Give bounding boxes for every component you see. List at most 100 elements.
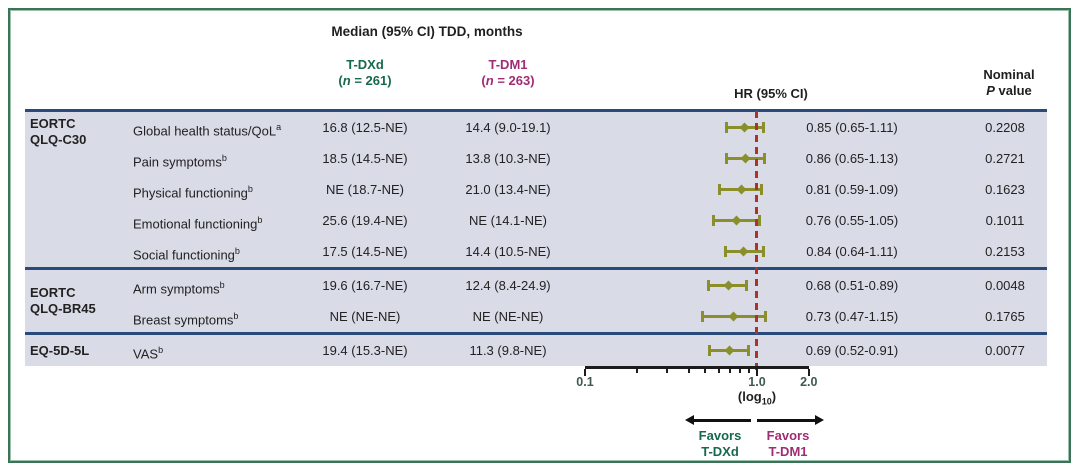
axis-tick	[729, 369, 732, 373]
row-tdxd-value: NE (NE-NE)	[329, 309, 401, 324]
ci-point-estimate	[736, 184, 747, 195]
row-scale-label: VASb	[133, 345, 164, 362]
row-p-value: 0.1011	[985, 213, 1025, 228]
axis-tick-label: 0.1	[576, 375, 594, 389]
favors-tdm1-line2: T-DM1	[768, 444, 808, 459]
ci-marker	[712, 215, 761, 226]
ci-cap-high	[764, 311, 768, 322]
row-tdm1-value: 11.3 (9.8-NE)	[469, 343, 547, 358]
row-scale-label: Breast symptomsb	[133, 311, 239, 328]
axis-tick	[807, 369, 810, 376]
favors-tdm1-line1: Favors	[766, 428, 810, 443]
row-tdm1-value: NE (NE-NE)	[472, 309, 544, 324]
column-header-hr: HR (95% CI)	[734, 86, 808, 101]
ci-point-estimate	[739, 122, 750, 133]
section-separator	[25, 332, 1047, 335]
favors-tdm1-arrow-icon	[815, 415, 824, 425]
tdxd-arm-name: T-DXd	[346, 57, 384, 72]
row-hr-value: 0.85 (0.65-1.11)	[806, 120, 898, 135]
row-p-value: 0.1623	[985, 182, 1025, 197]
row-p-value: 0.0077	[985, 343, 1025, 358]
ci-marker	[717, 184, 764, 195]
column-header-pvalue: Nominal P value	[939, 67, 1079, 99]
row-tdxd-value: 19.4 (15.3-NE)	[322, 343, 408, 358]
ci-cap-high	[761, 246, 765, 257]
favors-tdm1-arrow-shaft	[757, 419, 815, 422]
row-tdm1-value: 12.4 (8.4-24.9)	[465, 278, 551, 293]
table-top-rule	[25, 109, 1047, 112]
ci-cap-high	[761, 122, 765, 133]
row-hr-value: 0.76 (0.55-1.05)	[805, 213, 899, 228]
axis-tick	[687, 369, 690, 373]
row-tdxd-value: 17.5 (14.5-NE)	[322, 244, 408, 259]
ci-cap-low	[724, 153, 728, 164]
row-hr-value: 0.81 (0.59-1.09)	[805, 182, 899, 197]
group-label: EORTC QLQ-BR45	[30, 285, 96, 317]
axis-tick	[756, 369, 758, 376]
row-tdm1-value: 14.4 (9.0-19.1)	[465, 120, 551, 135]
ci-cap-low	[708, 345, 712, 356]
group-label-line: EQ-5D-5L	[30, 342, 90, 358]
row-p-value: 0.2721	[985, 151, 1025, 166]
group-label-line: QLQ-C30	[30, 132, 87, 147]
axis-scale-label: (log10)	[737, 389, 777, 407]
row-tdm1-value: 21.0 (13.4-NE)	[465, 182, 551, 197]
reference-line-hr1	[755, 111, 758, 371]
ci-cap-low	[700, 311, 704, 322]
favors-tdxd-label: Favors T-DXd	[686, 428, 754, 460]
favors-tdxd-arrow-shaft	[693, 419, 751, 422]
row-hr-value: 0.68 (0.51-0.89)	[805, 278, 899, 293]
ci-cap-low	[712, 215, 716, 226]
tdm1-arm-n: (n = 263)	[481, 73, 535, 88]
column-header-tdm1: T-DM1 (n = 263)	[433, 57, 583, 89]
column-header-tdxd: T-DXd (n = 261)	[290, 57, 440, 89]
axis-tick-label: 2.0	[800, 375, 818, 389]
axis-tick	[666, 369, 669, 373]
pvalue-header-line2: P value	[986, 83, 1032, 98]
axis-tick	[739, 369, 742, 373]
tdxd-arm-n: (n = 261)	[338, 73, 392, 88]
row-scale-label: Arm symptomsb	[133, 280, 225, 297]
group-label-line: EORTC	[30, 116, 76, 131]
row-tdm1-value: 13.8 (10.3-NE)	[465, 151, 551, 166]
section-separator	[25, 267, 1047, 270]
figure-title: Median (95% CI) TDD, months	[331, 24, 523, 39]
ci-point-estimate	[728, 311, 739, 322]
ci-marker	[708, 345, 750, 356]
row-tdxd-value: 25.6 (19.4-NE)	[322, 213, 408, 228]
row-tdxd-value: 18.5 (14.5-NE)	[322, 151, 408, 166]
ci-marker	[723, 246, 765, 257]
figure-frame	[8, 8, 1071, 463]
ci-marker	[724, 122, 765, 133]
row-tdm1-value: NE (14.1-NE)	[468, 213, 548, 228]
favors-tdm1-label: Favors T-DM1	[754, 428, 822, 460]
axis-tick	[584, 369, 586, 376]
row-hr-value: 0.86 (0.65-1.13)	[805, 151, 899, 166]
ci-cap-high	[763, 153, 767, 164]
ci-cap-low	[706, 280, 710, 291]
table-background	[25, 109, 1047, 366]
row-tdxd-value: 19.6 (16.7-NE)	[322, 278, 408, 293]
ci-cap-low	[724, 122, 728, 133]
row-p-value: 0.0048	[985, 278, 1025, 293]
row-p-value: 0.1765	[985, 309, 1025, 324]
row-scale-label: Social functioningb	[133, 246, 240, 263]
pvalue-header-line1: Nominal	[983, 67, 1035, 82]
axis-tick	[704, 369, 707, 373]
row-scale-label: Global health status/QoLa	[133, 122, 282, 139]
row-hr-value: 0.73 (0.47-1.15)	[805, 309, 899, 324]
ci-point-estimate	[724, 345, 735, 356]
hr-axis-line	[585, 366, 809, 369]
row-p-value: 0.2153	[985, 244, 1025, 259]
tdm1-arm-name: T-DM1	[488, 57, 528, 72]
row-scale-label: Physical functioningb	[133, 184, 253, 201]
row-tdm1-value: 14.4 (10.5-NE)	[465, 244, 551, 259]
favors-tdxd-line1: Favors	[698, 428, 742, 443]
favors-tdxd-arrow-icon	[685, 415, 694, 425]
group-label: EQ-5D-5L	[30, 343, 89, 359]
axis-tick	[748, 369, 751, 373]
ci-cap-high	[745, 280, 749, 291]
ci-cap-high	[746, 345, 750, 356]
ci-point-estimate	[723, 280, 734, 291]
ci-point-estimate	[739, 246, 749, 257]
